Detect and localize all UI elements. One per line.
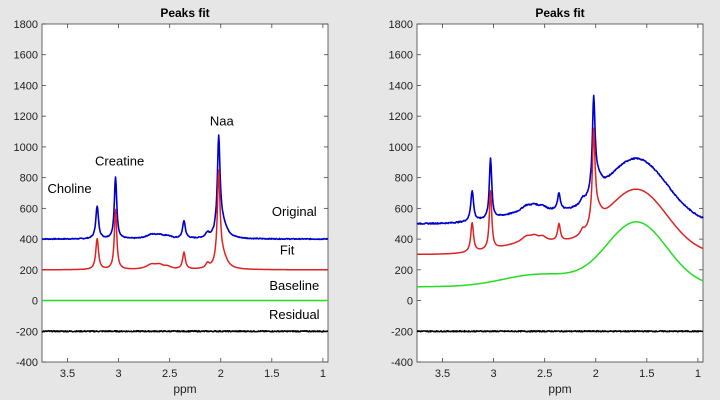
x-tick-label: 2.5 bbox=[162, 368, 177, 380]
x-tick-label: 1 bbox=[320, 368, 326, 380]
annotation-original: Original bbox=[272, 204, 317, 219]
right-chart-panel: Peaks fit -400 -200 0 200 400 600 800 1000 1200 14… bbox=[389, 6, 704, 396]
y-tick-label: -200 bbox=[16, 326, 38, 338]
x-tick-label: 1 bbox=[695, 368, 701, 380]
y-tick-label: 1200 bbox=[14, 111, 38, 123]
x-tick-label: 3.5 bbox=[435, 368, 450, 380]
y-tick-label: 1800 bbox=[14, 19, 38, 31]
x-tick-label: 2.5 bbox=[537, 368, 552, 380]
chart-title: Peaks fit bbox=[160, 6, 209, 20]
x-tick-label: 1.5 bbox=[264, 368, 279, 380]
y-tick-label: 1400 bbox=[14, 80, 38, 92]
series-line-fit bbox=[416, 127, 704, 256]
annotation-creatine: Creatine bbox=[95, 153, 144, 168]
x-tick-label: 3.5 bbox=[60, 368, 75, 380]
y-tick-label: 200 bbox=[395, 265, 413, 277]
x-axis-label: ppm bbox=[548, 382, 571, 396]
plot-area bbox=[416, 23, 704, 363]
annotation-fit: Fit bbox=[280, 242, 295, 257]
y-tick-label: 600 bbox=[395, 203, 413, 215]
x-tick-label: 3 bbox=[491, 368, 497, 380]
y-tick-label: -400 bbox=[391, 357, 413, 369]
y-tick-label: 0 bbox=[407, 296, 413, 308]
annotation-naa: Naa bbox=[210, 113, 235, 128]
series-line-baseline bbox=[416, 221, 704, 288]
annotation-residual: Residual bbox=[269, 307, 320, 322]
y-tick-label: -400 bbox=[16, 357, 38, 369]
x-tick-label: 2 bbox=[593, 368, 599, 380]
chart-title: Peaks fit bbox=[535, 6, 584, 20]
y-tick-label: 800 bbox=[20, 173, 38, 185]
annotation-choline: Choline bbox=[48, 181, 92, 196]
series-line-original bbox=[41, 134, 329, 241]
y-tick-label: 1600 bbox=[14, 50, 38, 62]
y-tick-label: 400 bbox=[395, 234, 413, 246]
series-line-residual bbox=[416, 329, 704, 333]
left-chart-panel: Peaks fit -400 -200 0 200 400 600 800 1000 1200 14… bbox=[14, 6, 329, 396]
x-tick-label: 3 bbox=[116, 368, 122, 380]
y-tick-label: 200 bbox=[20, 265, 38, 277]
y-tick-label: 1600 bbox=[389, 50, 413, 62]
y-tick-label: 0 bbox=[32, 296, 38, 308]
x-tick-label: 1.5 bbox=[639, 368, 654, 380]
y-tick-label: 400 bbox=[20, 234, 38, 246]
y-tick-label: -200 bbox=[391, 326, 413, 338]
series-line-original bbox=[416, 94, 704, 225]
y-tick-label: 1800 bbox=[389, 19, 413, 31]
y-tick-label: 800 bbox=[395, 173, 413, 185]
y-tick-label: 1000 bbox=[14, 142, 38, 154]
x-tick-label: 2 bbox=[218, 368, 224, 380]
series-line-fit bbox=[41, 169, 329, 271]
y-tick-label: 600 bbox=[20, 203, 38, 215]
y-tick-label: 1000 bbox=[389, 142, 413, 154]
plot-area bbox=[41, 23, 329, 363]
x-axis-label: ppm bbox=[173, 382, 196, 396]
y-tick-label: 1400 bbox=[389, 80, 413, 92]
series-line-residual bbox=[41, 329, 329, 333]
annotation-baseline: Baseline bbox=[269, 278, 319, 293]
y-tick-label: 1200 bbox=[389, 111, 413, 123]
